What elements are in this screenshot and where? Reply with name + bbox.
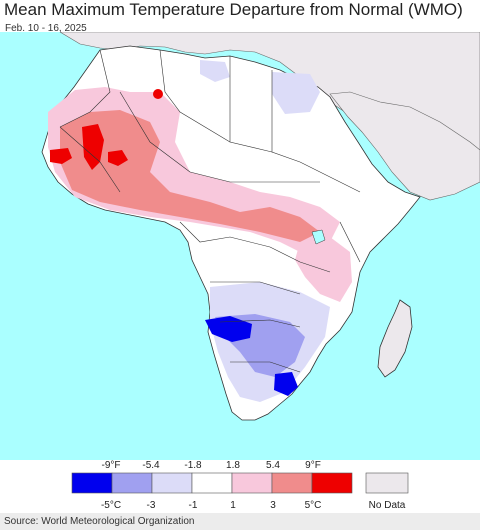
legend-label-c-3: -1 [189,500,198,511]
legend-no-data-label: No Data [369,500,406,511]
warm-anomaly-east-africa [295,237,352,302]
cold-anomaly-angola [205,316,252,342]
hot-anomaly-sahel [50,148,128,166]
legend-swatch-2 [111,472,153,494]
legend-swatch-1 [71,472,113,494]
legend-swatch-6 [271,472,313,494]
legend-swatch-4 [191,472,233,494]
legend-label-f-1: -9°F [102,460,121,471]
legend-label-f-2: -5.4 [142,460,160,471]
legend-label-c-1: -5°C [101,500,121,511]
arabia-no-data-region [329,91,480,201]
hot-anomaly-mali [82,124,104,170]
legend-label-f-5: 5.4 [266,460,280,471]
legend-label-c-6: 5°C [305,500,322,511]
legend-no-data-swatch [365,472,409,494]
cool-anomaly-egypt [272,72,320,114]
legend-label-f-3: -1.8 [184,460,202,471]
legend-label-f-4: 1.8 [226,460,240,471]
cool-anomaly-libya [200,60,230,82]
cold-anomaly-south-africa [274,372,298,396]
source-footer: Source: World Meteorological Organizatio… [0,513,480,530]
legend-label-c-2: -3 [147,500,156,511]
legend-color-bar [71,472,353,494]
map-date-range: Feb. 10 - 16, 2025 [5,23,87,34]
legend-top-labels: -9°F -5.4 -1.8 1.8 5.4 9°F [102,460,321,471]
legend-bottom-labels: -5°C -3 -1 1 3 5°C [101,500,321,511]
lake-victoria [311,229,326,245]
temperature-legend: -9°F -5.4 -1.8 1.8 5.4 9°F -5°C -3 -1 1 … [71,460,409,511]
madagascar [377,299,413,378]
warm-anomaly-core [60,110,320,242]
legend-swatch-3 [151,472,193,494]
hot-spot-sahara [153,89,163,99]
africa-temperature-map [0,32,480,460]
legend-label-f-6: 9°F [305,460,321,471]
legend-swatch-5 [231,472,273,494]
map-title: Mean Maximum Temperature Departure from … [4,0,463,19]
legend-label-c-5: 3 [270,500,276,511]
legend-swatch-7 [311,472,353,494]
legend-label-c-4: 1 [230,500,236,511]
country-borders [59,49,361,373]
